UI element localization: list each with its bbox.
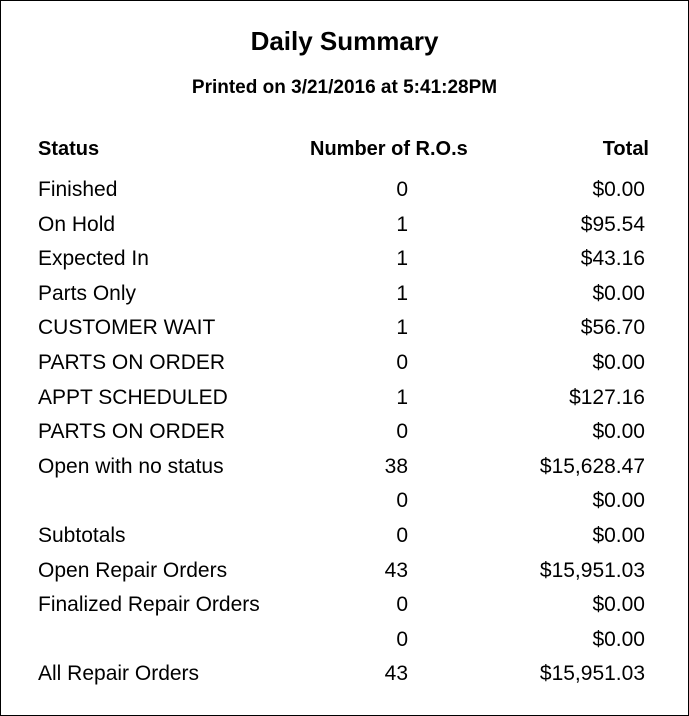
header-status: Status xyxy=(38,138,100,160)
status-cell: CUSTOMER WAIT xyxy=(38,316,216,340)
table-row: PARTS ON ORDER 0 $0.00 xyxy=(0,351,689,385)
table-row: PARTS ON ORDER 0 $0.00 xyxy=(0,420,689,454)
table-row: Finalized Repair Orders 0 $0.00 xyxy=(0,593,689,627)
count-cell: 43 xyxy=(384,558,408,582)
total-cell: $127.16 xyxy=(569,385,645,409)
count-cell: 1 xyxy=(396,247,408,271)
table-row: On Hold 1 $95.54 xyxy=(0,213,689,247)
count-cell: 1 xyxy=(396,281,408,305)
status-cell: Parts Only xyxy=(38,281,137,305)
table-row: Parts Only 1 $0.00 xyxy=(0,282,689,316)
total-cell: $0.00 xyxy=(592,351,645,374)
total-cell: $56.70 xyxy=(580,316,645,340)
status-cell: On Hold xyxy=(38,212,116,236)
table-row: Subtotals 0 $0.00 xyxy=(0,524,689,558)
total-cell: $15,628.47 xyxy=(539,454,645,478)
count-cell: 0 xyxy=(396,593,408,617)
count-cell: 1 xyxy=(396,316,408,340)
total-cell: $0.00 xyxy=(592,524,645,547)
table-row: Finished 0 $0.00 xyxy=(0,178,689,212)
header-total: Total xyxy=(602,138,649,160)
status-cell: Subtotals xyxy=(38,524,126,547)
table-row: Open Repair Orders 43 $15,951.03 xyxy=(0,559,689,593)
status-cell: Expected In xyxy=(38,247,149,271)
count-cell: 43 xyxy=(384,662,408,686)
printed-timestamp: Printed on 3/21/2016 at 5:41:28PM xyxy=(191,77,498,98)
count-cell: 0 xyxy=(396,351,408,374)
total-cell: $43.16 xyxy=(580,247,645,271)
count-cell: 1 xyxy=(396,212,408,236)
total-cell: $15,951.03 xyxy=(539,558,645,582)
total-cell: $95.54 xyxy=(580,212,645,236)
status-cell: PARTS ON ORDER xyxy=(38,351,226,374)
total-cell: $0.00 xyxy=(592,593,645,617)
total-cell: $15,951.03 xyxy=(539,662,645,686)
total-cell: $0.00 xyxy=(592,178,645,201)
table-row: CUSTOMER WAIT 1 $56.70 xyxy=(0,316,689,350)
total-cell: $0.00 xyxy=(592,627,645,651)
status-cell: Finished xyxy=(38,178,118,201)
total-cell: $0.00 xyxy=(592,420,645,444)
total-cell: $0.00 xyxy=(592,489,645,513)
status-cell: PARTS ON ORDER xyxy=(38,420,226,444)
status-cell: Open with no status xyxy=(38,454,224,478)
report-title: Daily Summary xyxy=(250,26,439,56)
count-cell: 0 xyxy=(396,489,408,513)
table-row: Open with no status 38 $15,628.47 xyxy=(0,455,689,489)
table-row: 0 $0.00 xyxy=(0,628,689,662)
header-count: Number of R.O.s xyxy=(310,138,468,160)
status-cell: Open Repair Orders xyxy=(38,558,228,582)
total-cell: $0.00 xyxy=(592,281,645,305)
count-cell: 0 xyxy=(396,524,408,547)
table-row: APPT SCHEDULED 1 $127.16 xyxy=(0,386,689,420)
status-cell: Finalized Repair Orders xyxy=(38,593,260,617)
table-row: Expected In 1 $43.16 xyxy=(0,247,689,281)
status-cell: All Repair Orders xyxy=(38,662,200,686)
count-cell: 0 xyxy=(396,627,408,651)
count-cell: 1 xyxy=(396,385,408,409)
count-cell: 0 xyxy=(396,178,408,201)
count-cell: 38 xyxy=(384,454,408,478)
table-row: All Repair Orders 43 $15,951.03 xyxy=(0,662,689,696)
status-cell: APPT SCHEDULED xyxy=(38,385,228,409)
count-cell: 0 xyxy=(396,420,408,444)
table-row: 0 $0.00 xyxy=(0,489,689,523)
